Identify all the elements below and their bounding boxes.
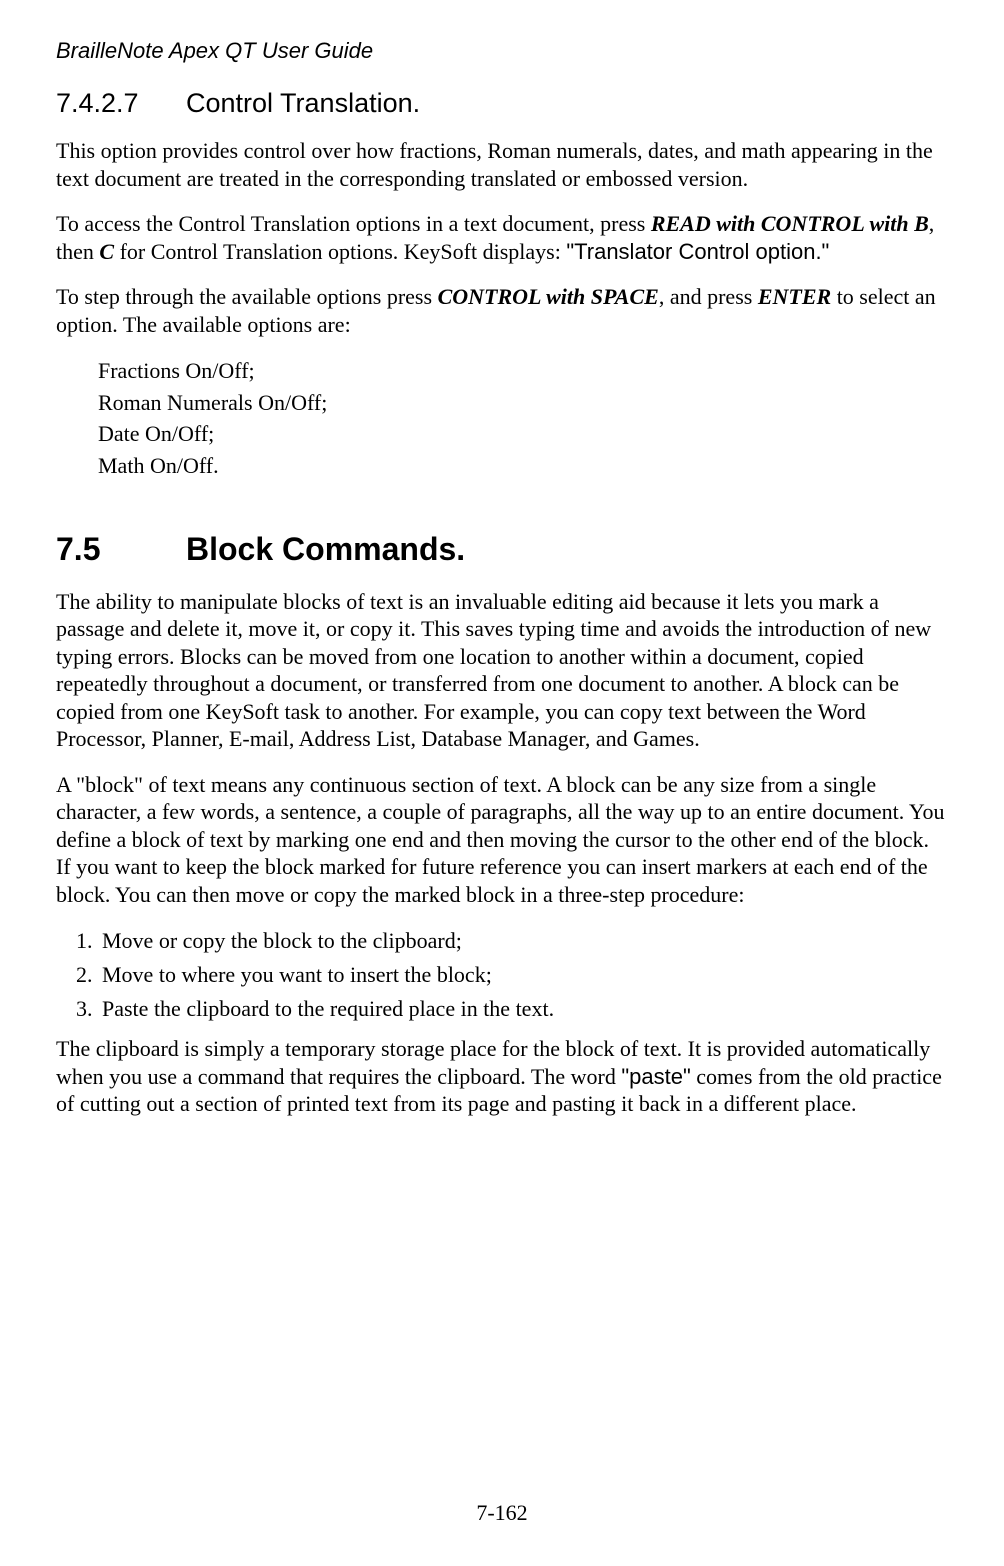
- quoted-term: "paste": [621, 1064, 690, 1089]
- paragraph: A "block" of text means any continuous s…: [56, 771, 948, 909]
- paragraph: The ability to manipulate blocks of text…: [56, 588, 948, 753]
- page-container: BrailleNote Apex QT User Guide 7.4.2.7Co…: [0, 0, 1004, 1566]
- options-list: Fractions On/Off; Roman Numerals On/Off;…: [56, 356, 948, 481]
- paragraph: The clipboard is simply a temporary stor…: [56, 1035, 948, 1118]
- text-run: To access the Control Translation option…: [56, 211, 651, 236]
- list-item: Move to where you want to insert the blo…: [98, 960, 948, 990]
- page-number: 7-162: [0, 1500, 1004, 1526]
- list-item: Fractions On/Off;: [98, 356, 948, 386]
- text-run: , and press: [659, 284, 758, 309]
- heading-number: 7.5: [56, 531, 186, 568]
- display-text: "Translator Control option.": [566, 239, 829, 264]
- paragraph: To access the Control Translation option…: [56, 210, 948, 265]
- list-item: Math On/Off.: [98, 451, 948, 481]
- keyboard-command: C: [99, 239, 114, 264]
- list-item: Move or copy the block to the clipboard;: [98, 926, 948, 956]
- heading-text: Block Commands.: [186, 531, 465, 567]
- heading-7-5: 7.5Block Commands.: [56, 531, 948, 568]
- keyboard-command: CONTROL with SPACE: [438, 284, 659, 309]
- paragraph: This option provides control over how fr…: [56, 137, 948, 192]
- heading-7-4-2-7: 7.4.2.7Control Translation.: [56, 88, 948, 119]
- running-header: BrailleNote Apex QT User Guide: [56, 38, 948, 64]
- text-run: for Control Translation options. KeySoft…: [114, 239, 566, 264]
- list-item: Roman Numerals On/Off;: [98, 388, 948, 418]
- list-item: Date On/Off;: [98, 419, 948, 449]
- steps-list: Move or copy the block to the clipboard;…: [56, 926, 948, 1023]
- keyboard-command: ENTER: [758, 284, 831, 309]
- text-run: To step through the available options pr…: [56, 284, 438, 309]
- keyboard-command: READ with CONTROL with B: [651, 211, 929, 236]
- paragraph: To step through the available options pr…: [56, 283, 948, 338]
- heading-number: 7.4.2.7: [56, 88, 186, 119]
- list-item: Paste the clipboard to the required plac…: [98, 994, 948, 1024]
- heading-text: Control Translation.: [186, 88, 420, 118]
